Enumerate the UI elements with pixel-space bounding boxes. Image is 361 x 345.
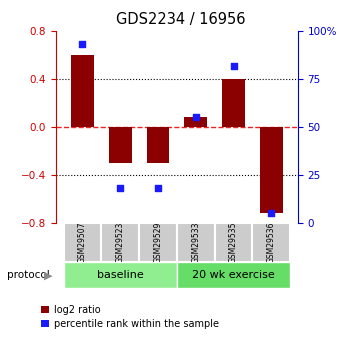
Bar — [177, 262, 290, 288]
Bar — [215, 223, 252, 262]
Bar — [71, 55, 94, 127]
Point — [117, 185, 123, 191]
Text: ▶: ▶ — [44, 270, 52, 280]
Bar — [147, 127, 169, 163]
Text: GSM29533: GSM29533 — [191, 221, 200, 263]
Bar — [101, 223, 139, 262]
Point — [193, 115, 199, 120]
Point — [155, 185, 161, 191]
Legend: log2 ratio, percentile rank within the sample: log2 ratio, percentile rank within the s… — [41, 305, 219, 329]
Text: protocol: protocol — [7, 270, 50, 280]
Bar — [222, 79, 245, 127]
Point — [269, 210, 274, 216]
Bar — [64, 262, 177, 288]
Text: 20 wk exercise: 20 wk exercise — [192, 270, 275, 280]
Bar — [177, 223, 215, 262]
Text: GSM29535: GSM29535 — [229, 221, 238, 263]
Bar — [184, 117, 207, 127]
Point — [79, 42, 85, 47]
Text: GSM29507: GSM29507 — [78, 221, 87, 263]
Text: GSM29529: GSM29529 — [153, 222, 162, 263]
Bar — [139, 223, 177, 262]
Text: GDS2234 / 16956: GDS2234 / 16956 — [116, 12, 245, 27]
Point — [231, 63, 236, 68]
Bar — [252, 223, 290, 262]
Bar — [64, 223, 101, 262]
Text: GSM29523: GSM29523 — [116, 222, 125, 263]
Text: baseline: baseline — [97, 270, 144, 280]
Bar — [260, 127, 283, 213]
Text: GSM29536: GSM29536 — [267, 221, 276, 263]
Bar — [109, 127, 131, 163]
